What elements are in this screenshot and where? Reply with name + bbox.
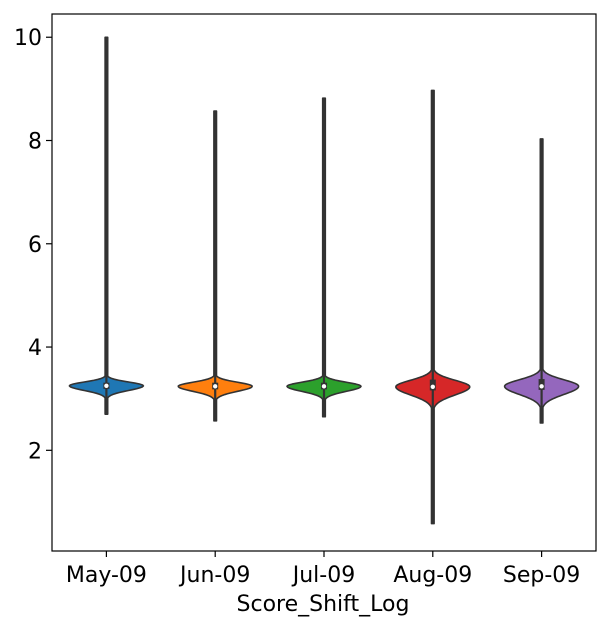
violin-median-dot <box>430 384 435 390</box>
y-axis: 2 4 6 8 10 <box>14 26 52 464</box>
y-tick-label: 8 <box>28 130 42 155</box>
y-tick-label: 6 <box>28 233 42 258</box>
y-tick-label: 4 <box>28 336 42 361</box>
y-tick-label: 2 <box>28 439 42 464</box>
violin-median-dot <box>213 384 218 389</box>
violin-median-dot <box>321 384 327 389</box>
x-axis-title: Score_Shift_Log <box>237 592 410 617</box>
x-tick-label: May-09 <box>66 563 147 588</box>
violins-group <box>68 36 580 525</box>
x-tick-label: Jul-09 <box>291 563 355 588</box>
x-tick-label: Sep-09 <box>503 563 580 588</box>
x-tick-label: Aug-09 <box>393 563 472 588</box>
y-tick-label: 10 <box>14 26 42 51</box>
x-tick-label: Jun-09 <box>178 563 250 588</box>
violin-median-dot <box>104 383 109 388</box>
x-axis: May-09 Jun-09 Jul-09 Aug-09 Sep-09 <box>66 551 580 588</box>
violin-median-dot <box>539 384 544 389</box>
